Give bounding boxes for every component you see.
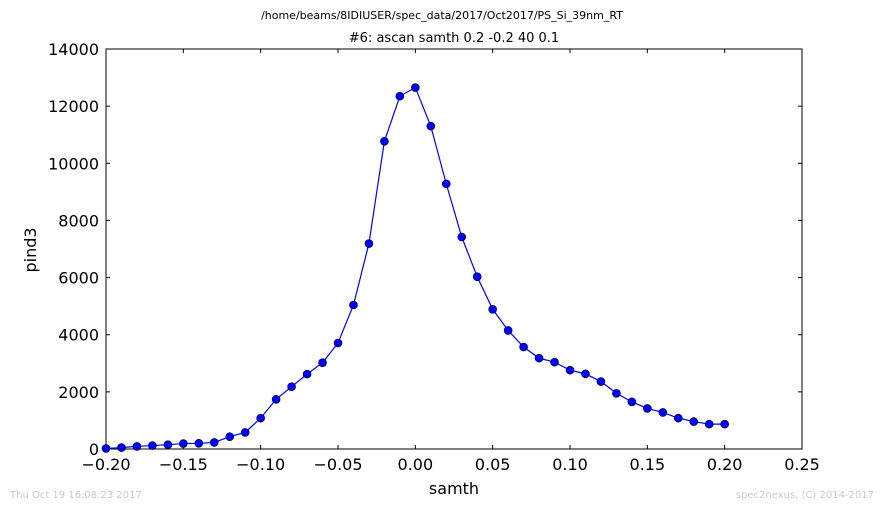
x-tick-label: −0.20 bbox=[81, 455, 130, 474]
data-point bbox=[163, 440, 173, 450]
data-point bbox=[318, 358, 327, 368]
data-point bbox=[612, 388, 621, 398]
axes-frame bbox=[105, 48, 803, 450]
data-point bbox=[673, 413, 683, 423]
data-point bbox=[271, 394, 281, 404]
data-point bbox=[411, 83, 420, 92]
y-tick-label: 14000 bbox=[48, 40, 99, 59]
data-point bbox=[441, 179, 451, 189]
data-point bbox=[395, 91, 405, 101]
data-point bbox=[596, 377, 606, 386]
x-tick-label: 0.20 bbox=[707, 455, 743, 474]
data-point bbox=[349, 300, 358, 310]
footer-timestamp: Thu Oct 19 16:08:23 2017 bbox=[9, 490, 142, 501]
y-tick-label: 0 bbox=[89, 440, 99, 459]
data-point bbox=[148, 441, 157, 450]
data-point bbox=[643, 404, 652, 413]
footer-credit: spec2nexus, (C) 2014-2017 bbox=[736, 490, 874, 501]
data-point bbox=[132, 442, 142, 451]
x-tick-label: 0.05 bbox=[475, 455, 511, 474]
data-point bbox=[302, 369, 312, 379]
data-point bbox=[534, 353, 544, 363]
data-point bbox=[488, 304, 497, 314]
x-tick-label: 0.25 bbox=[784, 455, 820, 474]
y-tick-label: 12000 bbox=[48, 97, 99, 116]
x-tick-label: 0.15 bbox=[630, 455, 666, 474]
data-point bbox=[689, 417, 699, 426]
file-path-header: /home/beams/8IDIUSER/spec_data/2017/Oct2… bbox=[261, 9, 623, 22]
data-point bbox=[704, 419, 714, 429]
data-point bbox=[519, 342, 528, 352]
plot-area: −0.20 −0.15 −0.10 −0.05 0.00 0.05 0.10 0.15 0.20… bbox=[48, 40, 820, 474]
data-point bbox=[457, 232, 467, 242]
x-tick-label: 0.00 bbox=[398, 455, 434, 474]
data-point bbox=[565, 365, 575, 375]
data-point bbox=[179, 439, 188, 448]
x-tick-label: −0.15 bbox=[159, 455, 208, 474]
chart-title: #6: ascan samth 0.2 -0.2 40 0.1 bbox=[349, 31, 559, 46]
data-point bbox=[472, 272, 482, 282]
data-point bbox=[333, 338, 343, 348]
y-tick-label: 4000 bbox=[58, 326, 99, 345]
y-tick-label: 6000 bbox=[58, 269, 99, 288]
data-point bbox=[209, 438, 219, 447]
data-point bbox=[364, 239, 374, 248]
data-point bbox=[101, 444, 111, 453]
data-point bbox=[503, 326, 513, 335]
y-axis-label: pind3 bbox=[21, 227, 40, 272]
y-tick-label: 2000 bbox=[58, 383, 99, 402]
x-tick-label: 0.10 bbox=[552, 455, 588, 474]
x-tick-label: −0.10 bbox=[236, 455, 285, 474]
y-tick-label: 8000 bbox=[58, 211, 99, 230]
data-point bbox=[426, 121, 436, 131]
data-point bbox=[240, 428, 250, 437]
data-point bbox=[658, 408, 668, 417]
data-point bbox=[194, 438, 204, 448]
data-point bbox=[256, 413, 265, 423]
data-point bbox=[627, 397, 637, 407]
data-point bbox=[581, 369, 590, 379]
data-point bbox=[720, 419, 729, 429]
series-line bbox=[105, 86, 725, 450]
data-point bbox=[117, 443, 126, 452]
x-axis-label: samth bbox=[429, 479, 479, 498]
data-point bbox=[287, 382, 296, 392]
data-point bbox=[380, 136, 389, 146]
data-point bbox=[550, 357, 559, 367]
y-tick-label: 10000 bbox=[48, 154, 99, 173]
data-point bbox=[225, 432, 235, 442]
x-tick-label: −0.05 bbox=[313, 455, 362, 474]
